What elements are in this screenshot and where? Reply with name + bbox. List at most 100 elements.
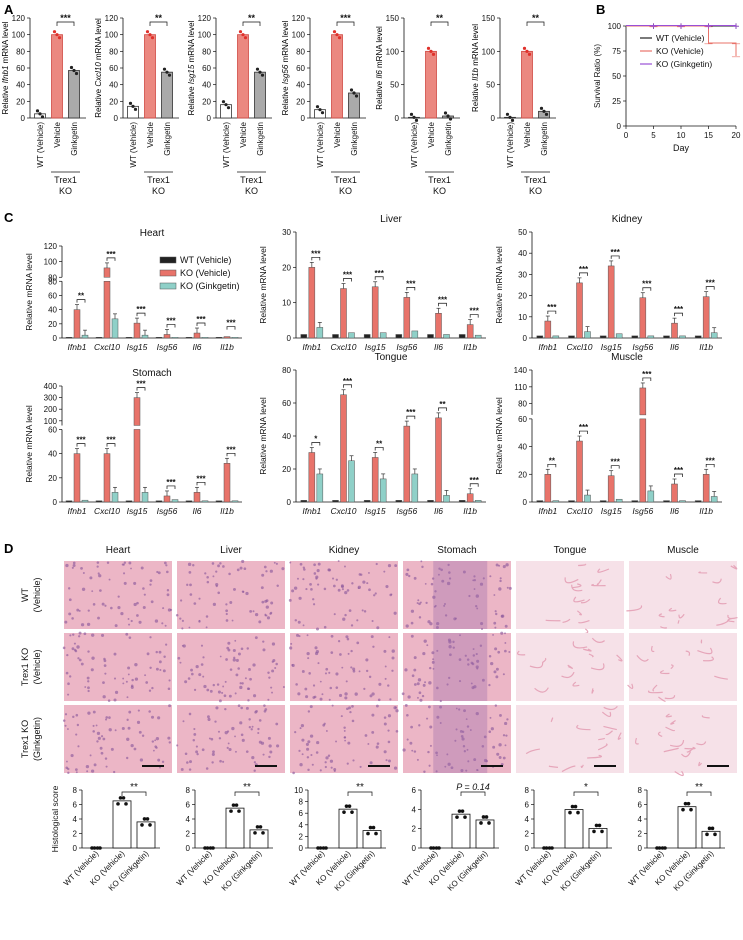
a-xlabel-wt-1: WT (Vehicle) — [129, 122, 138, 168]
c-bar-2-3-0 — [631, 335, 639, 339]
c-gene-label: Ifnb1 — [68, 506, 87, 516]
b-ytick-label: 25 — [612, 97, 621, 106]
he-nucleus — [329, 686, 333, 690]
he-nucleus — [187, 677, 191, 680]
he-nucleus — [466, 748, 469, 751]
he-nucleus — [267, 736, 271, 740]
he-nucleus — [148, 710, 151, 713]
he-nucleus — [167, 736, 171, 740]
d-tick-label: 0 — [525, 844, 530, 853]
he-nucleus — [216, 683, 220, 686]
he-texture — [573, 596, 585, 603]
he-nucleus — [188, 712, 192, 716]
a-dot — [431, 52, 436, 56]
he-nucleus — [206, 575, 209, 579]
he-nucleus — [435, 751, 438, 755]
he-nucleus — [150, 600, 154, 604]
he-nucleus — [470, 682, 473, 685]
panel-letter-a: A — [4, 2, 14, 17]
he-nucleus — [105, 765, 108, 768]
b-point-1: — — [732, 52, 741, 62]
d-bar-2-1 — [338, 808, 358, 849]
c-sig-label: *** — [469, 476, 479, 485]
he-nucleus — [375, 745, 379, 749]
he-texture — [697, 647, 713, 655]
c-bar-4-3-0 — [395, 500, 403, 503]
c-bar-1-3-0 — [395, 334, 403, 339]
he-nucleus — [500, 631, 504, 635]
c-tick-label: 30 — [282, 228, 291, 237]
c-bar-5-5-1 — [702, 474, 710, 503]
he-nucleus — [105, 716, 109, 719]
he-nucleus — [329, 759, 334, 763]
c-bar-5-4-1 — [671, 483, 678, 503]
d-tissue-title-5: Muscle — [667, 545, 699, 556]
he-nucleus — [413, 668, 417, 672]
he-nucleus — [347, 652, 350, 655]
c-bar-4-5-2 — [474, 500, 482, 503]
he-nucleus — [212, 683, 215, 687]
he-nucleus — [234, 735, 236, 738]
he-nucleus — [193, 688, 197, 692]
c-bar-0-0-2 — [81, 334, 89, 339]
c-bar-1-5-0 — [458, 334, 466, 339]
he-nucleus — [447, 563, 450, 567]
he-nucleus — [239, 566, 243, 570]
he-nucleus — [247, 699, 250, 702]
c-bar-3-5-1 — [223, 463, 231, 503]
a-xlabel-wt-4: WT (Vehicle) — [410, 122, 419, 168]
c-sig-label: *** — [226, 445, 236, 454]
a-dot — [318, 108, 322, 112]
c-bar-4-3-2 — [411, 473, 419, 503]
a-dot — [414, 118, 419, 122]
a-bar-0-1 — [51, 34, 63, 119]
c-bar-4-5-1 — [466, 493, 474, 503]
he-nucleus — [295, 683, 298, 686]
he-image-1-1 — [177, 633, 285, 701]
c-bar-5-4-0 — [663, 500, 670, 503]
c-title-3: Stomach — [132, 368, 171, 379]
d-dot — [431, 846, 436, 850]
a-ylabel-0: Relative Ifnb1 mRNA level — [1, 21, 10, 114]
c-bar-1-1-2 — [348, 332, 355, 339]
d-dot — [229, 809, 233, 813]
he-nucleus — [344, 739, 347, 742]
he-nucleus — [276, 744, 280, 748]
he-nucleus — [205, 615, 209, 618]
d-dot — [713, 832, 717, 837]
he-nucleus — [254, 612, 259, 617]
d-dot — [570, 804, 575, 809]
c-ylabel-2: Relative mRNA level — [494, 246, 504, 324]
c-sig-bracket — [196, 322, 206, 327]
c-sig-bracket — [374, 447, 384, 451]
he-nucleus — [104, 604, 107, 607]
c-tick-label: 0 — [287, 498, 292, 507]
he-nucleus — [343, 729, 346, 732]
he-nucleus — [328, 671, 331, 674]
he-nucleus — [241, 682, 244, 685]
c-sig-label: *** — [106, 436, 116, 445]
he-nucleus — [306, 634, 309, 637]
d-tick-label: 2 — [638, 830, 643, 839]
a-bar-1-0 — [127, 105, 139, 119]
c-bar-0-0-1 — [73, 309, 81, 339]
d-tick-label: 0 — [638, 844, 643, 853]
d-tick-label: 6 — [73, 801, 78, 810]
d-dot — [234, 803, 239, 807]
he-texture — [587, 754, 602, 759]
he-nucleus — [406, 713, 409, 717]
he-nucleus — [448, 577, 452, 580]
he-nucleus — [221, 691, 224, 694]
c-bar-3-5-0 — [215, 500, 223, 503]
c-sig-bracket — [343, 384, 352, 388]
he-nucleus — [492, 634, 494, 636]
a-dot — [258, 70, 262, 74]
a-dot — [349, 88, 354, 92]
c-title-1: Liver — [380, 214, 402, 225]
he-nucleus — [305, 588, 308, 591]
he-nucleus — [475, 604, 478, 608]
d-dot — [663, 846, 667, 850]
he-nucleus — [495, 675, 499, 679]
he-nucleus — [335, 578, 338, 581]
he-nucleus — [422, 683, 426, 687]
